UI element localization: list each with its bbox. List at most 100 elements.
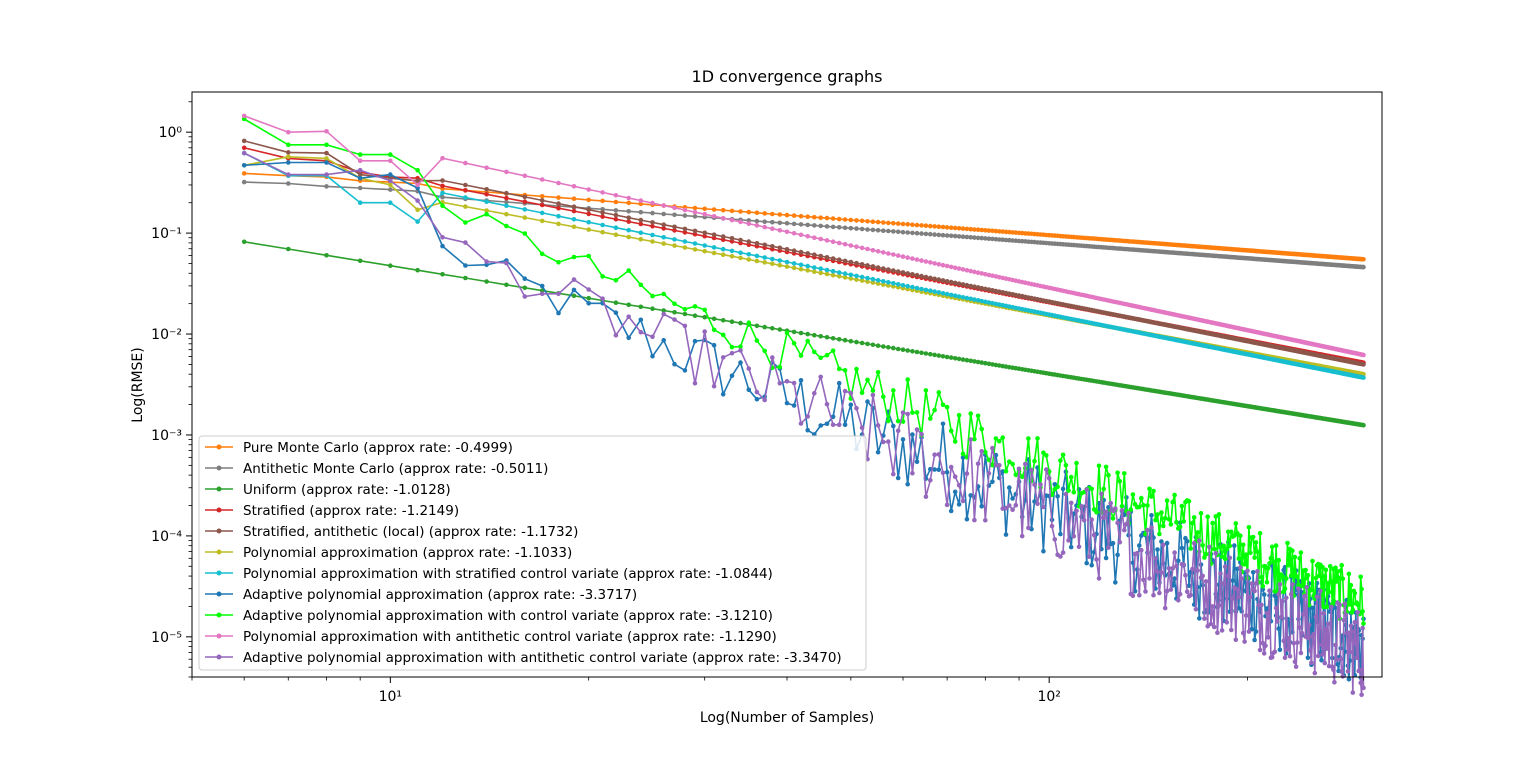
data-point [626,234,631,240]
data-point [1357,667,1362,673]
data-point [975,227,981,232]
data-point [960,451,966,457]
data-point [1343,612,1349,618]
data-point [842,258,848,264]
data-point [854,277,859,282]
data-point [859,278,865,283]
data-point [571,277,577,282]
data-point [1313,614,1319,620]
data-point [1235,587,1240,592]
data-point [964,357,970,363]
data-point [539,198,545,203]
data-point [463,240,468,245]
data-point [948,225,954,230]
data-point [661,291,666,297]
data-point [972,297,977,302]
data-point [463,275,468,281]
data-point [784,247,790,252]
data-point [1096,463,1102,469]
data-point [859,390,865,396]
ticks-layer: 10¹ 10² 10⁻⁵ 10⁻⁴ 10⁻³ 10⁻² 10⁻¹ 10⁰ [151,101,1364,705]
data-point [1221,543,1226,549]
data-point [1013,502,1019,508]
data-point [960,234,966,239]
data-point [1252,555,1257,560]
data-point [1305,635,1311,641]
data-point [357,200,363,205]
data-point [440,235,445,240]
data-point [672,205,677,211]
data-point [1147,486,1152,492]
data-point [1245,568,1250,574]
data-point [932,261,937,266]
data-point [626,335,631,341]
data-point [777,327,783,332]
data-point [1149,525,1154,530]
y-tick-label: 10⁻³ [151,428,182,444]
data-point [798,353,804,358]
data-point [1084,560,1089,566]
data-point [1172,576,1177,581]
data-point [1253,540,1259,545]
data-point [286,129,291,135]
data-point [1195,530,1200,535]
legend-label: Adaptive polynomial approximation with a… [243,650,842,666]
data-point [848,402,854,408]
data-point [990,362,995,367]
data-point [891,281,896,286]
data-point [1176,598,1181,603]
data-point [1176,558,1181,564]
data-point [870,219,876,224]
data-point [1188,546,1193,551]
data-point [791,265,797,271]
data-point [1203,579,1209,584]
data-point [1335,662,1340,667]
data-point [484,259,489,264]
legend-label: Stratified (approx rate: -1.2149) [243,503,459,519]
data-point [1263,643,1268,649]
data-point [1139,547,1144,553]
data-point [972,227,977,232]
data-point [784,264,790,269]
data-point [1338,568,1343,573]
data-point [682,368,688,373]
data-point [1320,565,1325,570]
data-point [848,338,854,344]
data-point [415,178,420,184]
data-point [979,426,984,432]
data-point [600,198,605,204]
data-point [777,245,783,251]
data-point [791,261,797,266]
y-axis-label: Log(RMSE) [130,347,146,422]
data-point [983,299,988,305]
data-point [600,296,605,302]
data-point [754,210,760,216]
data-point [875,219,881,225]
data-point [1246,629,1252,634]
data-point [463,204,468,209]
data-point [1145,527,1150,533]
data-point [556,221,561,227]
data-point [1249,581,1255,586]
data-point [891,252,896,257]
data-point [1222,556,1228,562]
data-point [1055,484,1060,490]
series-5 [241,138,1366,367]
data-point [1286,636,1291,641]
data-point [738,255,743,261]
data-point [824,421,830,427]
data-point [812,235,817,240]
data-point [798,421,804,426]
data-point [1226,573,1231,579]
data-point [956,234,962,239]
data-point [968,493,973,498]
data-point [1324,604,1330,610]
legend-swatch-marker [216,591,222,597]
data-point [777,262,783,268]
data-point [928,477,933,483]
data-point [1275,619,1280,624]
data-point [923,274,929,280]
data-point [1117,539,1123,545]
data-point [891,423,896,429]
data-point [1358,680,1363,686]
